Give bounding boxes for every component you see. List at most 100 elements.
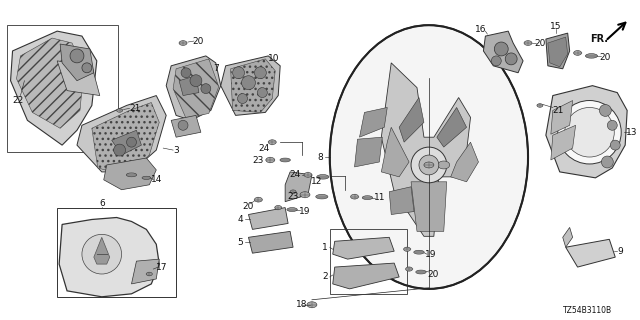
Text: 9: 9 [618,247,623,256]
Circle shape [257,88,268,98]
Ellipse shape [351,194,358,199]
Circle shape [181,68,191,78]
Text: 10: 10 [268,54,279,63]
Text: 12: 12 [311,177,323,186]
Circle shape [127,137,136,147]
Ellipse shape [290,190,296,194]
Text: 22: 22 [12,96,23,105]
Text: 20: 20 [427,269,438,278]
Polygon shape [285,172,312,202]
Polygon shape [17,38,84,128]
Polygon shape [551,125,575,160]
Circle shape [611,140,620,150]
Ellipse shape [524,41,532,45]
Polygon shape [248,231,293,253]
Circle shape [505,53,517,65]
Polygon shape [248,208,288,229]
Ellipse shape [116,109,123,112]
Polygon shape [563,228,573,247]
Ellipse shape [416,270,426,274]
Ellipse shape [404,247,410,251]
Polygon shape [60,44,94,81]
Polygon shape [59,218,159,297]
Ellipse shape [255,197,262,202]
Polygon shape [411,182,447,231]
Circle shape [602,156,613,168]
Polygon shape [94,237,109,264]
Circle shape [564,108,614,157]
Polygon shape [360,108,387,137]
Ellipse shape [573,51,582,55]
Ellipse shape [424,162,434,168]
Ellipse shape [586,54,598,58]
Polygon shape [230,59,275,112]
Text: 19: 19 [425,250,436,259]
Ellipse shape [438,161,450,169]
Polygon shape [333,237,394,259]
Circle shape [178,120,188,130]
Bar [6,25,118,152]
Polygon shape [389,187,414,214]
Text: 17: 17 [156,263,167,272]
Circle shape [190,75,202,87]
Ellipse shape [406,267,413,271]
Polygon shape [546,86,627,178]
Circle shape [600,105,611,116]
Text: 24: 24 [259,144,270,153]
Text: 8: 8 [317,153,323,162]
Text: 23: 23 [253,156,264,164]
Ellipse shape [414,250,424,254]
Text: 4: 4 [237,215,243,224]
Ellipse shape [316,195,328,199]
Text: 2: 2 [322,272,328,282]
Text: 23: 23 [287,192,299,201]
Polygon shape [548,37,568,67]
Ellipse shape [300,192,310,198]
Circle shape [241,76,255,90]
Circle shape [419,155,439,175]
Ellipse shape [362,196,372,200]
Circle shape [237,93,248,103]
Text: 3: 3 [173,146,179,155]
Bar [57,208,176,297]
Polygon shape [546,33,570,69]
Polygon shape [131,259,159,284]
Circle shape [494,42,508,56]
Circle shape [201,84,211,93]
Polygon shape [111,130,141,155]
Polygon shape [171,116,201,137]
Ellipse shape [307,302,317,308]
Text: 18: 18 [296,300,308,309]
Ellipse shape [268,140,276,145]
Polygon shape [333,263,399,289]
Circle shape [114,144,125,156]
Polygon shape [77,96,166,172]
Polygon shape [566,239,615,267]
Text: 21: 21 [552,106,563,115]
Polygon shape [173,59,219,118]
Text: 7: 7 [213,64,219,73]
Circle shape [558,100,621,164]
Ellipse shape [287,208,298,212]
Text: FR.: FR. [591,34,609,44]
Text: 6: 6 [99,199,104,208]
Text: 14: 14 [150,175,162,184]
Ellipse shape [142,176,150,180]
Text: 20: 20 [600,53,611,62]
Text: 20: 20 [243,202,254,211]
Polygon shape [381,127,409,177]
Ellipse shape [537,104,543,107]
Text: TZ54B3110B: TZ54B3110B [563,306,612,315]
Ellipse shape [126,173,137,177]
Text: 20: 20 [192,36,204,45]
Ellipse shape [275,205,282,210]
Text: 13: 13 [627,128,638,137]
Circle shape [492,56,501,66]
Circle shape [232,67,244,79]
Text: 20: 20 [534,38,546,48]
Text: 15: 15 [550,22,561,31]
Ellipse shape [280,158,291,162]
Ellipse shape [147,272,152,276]
Bar [330,229,407,294]
Text: 21: 21 [130,104,141,113]
